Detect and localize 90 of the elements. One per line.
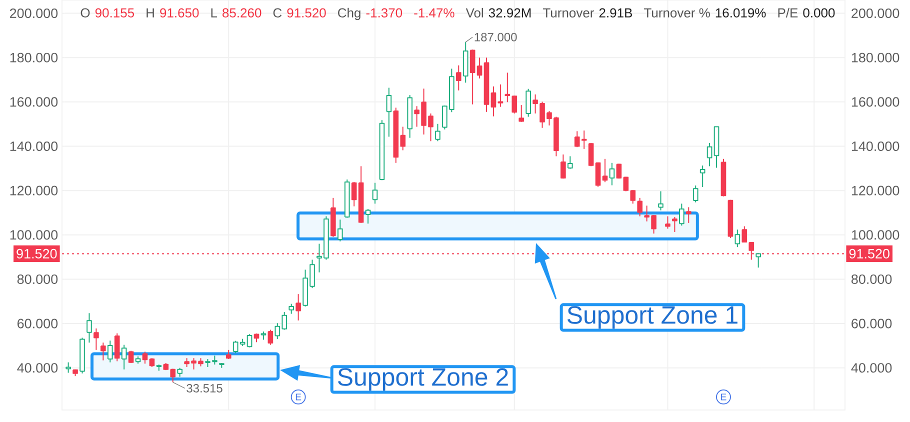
ref-line-label: 91.520 (849, 248, 890, 258)
legend-label: Support Zone 1 (567, 306, 738, 329)
candlestick (435, 123, 440, 142)
text: P/E (778, 8, 798, 18)
annotation: 33.515 (186, 384, 222, 392)
candlestick (246, 334, 252, 348)
annotation: H (146, 8, 154, 18)
candlestick (609, 162, 615, 186)
candlestick (518, 104, 524, 122)
candlestick (637, 197, 643, 217)
y2-tick-label: 200.000 (852, 8, 900, 18)
candlestick (692, 184, 698, 203)
candlestick (700, 165, 706, 188)
annotation: E (296, 394, 302, 400)
annotation: Vol (466, 8, 483, 18)
candlestick (526, 88, 531, 118)
annotation: Turnover (542, 8, 594, 18)
annotation: -1.47% (414, 8, 454, 18)
candlestick (372, 182, 378, 204)
candlestick (742, 226, 748, 243)
y-tick-label: 200.000 (10, 8, 58, 18)
text: 91.520 (16, 248, 57, 258)
annotation: L (211, 8, 218, 18)
candlestick (296, 294, 301, 321)
candlestick (756, 252, 761, 268)
annotation: 187.000 (474, 32, 517, 42)
y2-tick-label: 180.000 (852, 52, 900, 62)
candlestick (595, 162, 601, 188)
candlestick (672, 216, 678, 233)
candlestick (386, 87, 392, 138)
y2-tick-label: 60.000 (852, 318, 892, 328)
candlestick (226, 349, 232, 360)
candlestick (602, 158, 608, 183)
annotation: 2.91B (599, 8, 632, 18)
y2-tick-label: 120.000 (852, 186, 900, 196)
candlestick (490, 86, 496, 117)
y2-tick-label: 40.000 (851, 363, 892, 373)
candlestick (365, 208, 371, 224)
candlestick (476, 57, 482, 79)
annotation: 90.155 (95, 8, 134, 18)
candlestick (86, 312, 92, 344)
candlestick (504, 72, 510, 103)
y-tick-label: 140.000 (10, 141, 58, 152)
annotation: E (721, 394, 726, 400)
candlestick (351, 181, 357, 207)
annotation: O (80, 8, 90, 18)
candlestick (665, 216, 670, 230)
annotation: 32.92M (488, 8, 531, 18)
y2-tick-label: 160.000 (852, 97, 900, 107)
y-tick-label: 60.000 (18, 318, 58, 328)
candlestick (107, 340, 113, 363)
candlestick (686, 206, 692, 224)
candlestick (470, 49, 476, 105)
annotation: 91.650 (160, 8, 199, 18)
y-tick-label: 100.000 (10, 230, 58, 240)
annotation: 91.520 (287, 8, 326, 18)
candlestick (679, 203, 684, 226)
candlestick (94, 328, 99, 350)
y-tick-label: 160.000 (10, 97, 58, 107)
text: 0.000 (803, 8, 835, 18)
y-tick-label: 80.000 (17, 274, 58, 284)
candlestick (456, 64, 462, 91)
candlestick (498, 84, 504, 108)
y-tick-label: 120.000 (10, 186, 58, 196)
y-tick-label: 40.000 (17, 363, 58, 373)
candlestick (66, 362, 71, 374)
candlestick (288, 303, 294, 314)
annotation: -1.370 (366, 8, 402, 18)
candlestick (114, 332, 120, 362)
annotation: Turnover % (644, 8, 710, 18)
annotation: 16.019% (716, 8, 766, 18)
annotation: 85.260 (222, 8, 262, 18)
candlestick (121, 344, 127, 370)
y2-tick-label: 100.000 (852, 230, 900, 240)
candlestick (567, 156, 573, 170)
candlestick (337, 219, 343, 242)
candlestick (100, 342, 106, 361)
y2-tick-label: 140.000 (852, 141, 900, 152)
y-tick-label: 180.000 (10, 52, 58, 62)
band-label: Support Zone 2 (338, 368, 508, 391)
annotation: Chg (338, 8, 360, 20)
y2-tick-label: 80.000 (851, 274, 892, 284)
candlestick (512, 95, 518, 114)
candlestick (560, 154, 566, 180)
candlestick (734, 229, 740, 248)
candlestick (706, 142, 712, 167)
candlestick (142, 351, 148, 364)
candlestick (268, 329, 274, 346)
candlestick (658, 190, 664, 211)
annotation: C (273, 8, 282, 18)
